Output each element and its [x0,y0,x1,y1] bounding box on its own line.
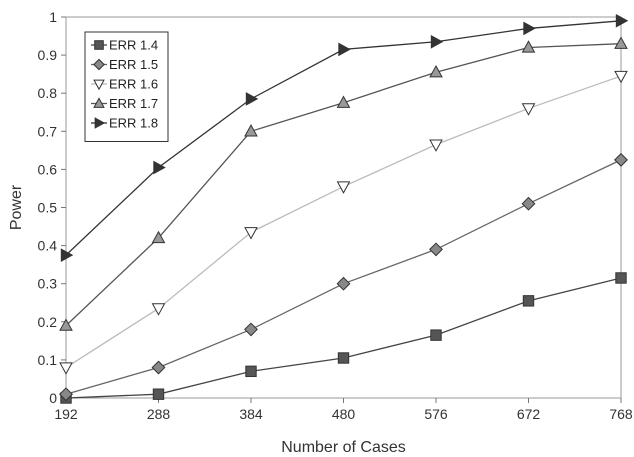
y-tick-label: 0.2 [38,314,58,330]
data-point [59,318,73,331]
data-point [614,36,628,49]
data-point [429,64,443,78]
y-tick-label: 1 [49,9,57,25]
data-point [521,196,536,211]
x-tick-label: 576 [424,406,448,422]
series-err-1-8 [60,13,629,262]
legend-entry: ERR 1.6 [91,77,158,92]
data-point [151,230,166,244]
legend-label: ERR 1.7 [109,96,158,111]
data-point [429,242,443,257]
legend-label: ERR 1.6 [109,77,158,92]
data-point [430,34,444,49]
x-tick-label: 384 [239,406,263,422]
legend: ERR 1.4 ERR 1.5 ERR 1.6 ERR 1.7 ERR 1.8 [84,31,169,142]
data-point [615,272,627,284]
data-point [429,139,443,152]
legend-entry: ERR 1.4 [91,38,158,53]
y-tick-label: 0.4 [38,238,58,254]
x-axis-title: Number of Cases [281,439,406,456]
data-point [521,103,536,116]
legend-label: ERR 1.5 [109,57,158,72]
legend-marker [93,79,105,91]
legend-marker [94,40,104,50]
data-point [336,181,351,194]
y-tick-label: 0.3 [38,276,58,292]
legend-entry: ERR 1.8 [91,116,158,131]
data-point [337,352,350,364]
series-layer [59,13,629,404]
x-tick-label: 288 [147,406,171,422]
data-point [244,322,258,337]
y-axis: 0 0.1 0.2 0.3 0.4 0.5 0.6 0.7 0.8 0.9 1 [38,9,66,406]
data-point [244,227,258,240]
y-tick-label: 0.8 [38,85,58,101]
series-err-1-6 [59,70,628,375]
x-tick-label: 768 [609,406,633,422]
data-point [59,387,73,402]
legend-label: ERR 1.8 [109,116,158,131]
data-point [614,70,628,84]
legend-label: ERR 1.4 [109,38,158,53]
y-axis-title: Power [8,184,25,230]
data-point [430,329,442,341]
data-point [615,13,629,28]
data-point [152,388,165,400]
data-point [614,152,628,167]
legend-entry: ERR 1.5 [91,57,158,72]
y-tick-label: 0.5 [38,200,58,216]
legend-marker [93,58,105,71]
data-point [245,365,257,378]
data-point [522,295,535,307]
y-tick-label: 0 [49,390,57,406]
data-point [244,124,258,137]
legend-marker [93,97,105,108]
legend-entry: ERR 1.7 [91,96,158,111]
data-point [523,21,536,36]
x-tick-label: 192 [54,406,78,422]
legend-marker [94,117,106,129]
data-point [59,362,73,375]
x-axis: 192 288 384 480 576 672 768 [54,398,633,422]
y-tick-label: 0.1 [38,352,58,368]
data-point [336,95,351,108]
data-point [245,92,259,106]
data-point [521,40,536,53]
data-point [336,276,351,291]
y-tick-label: 0.9 [38,47,58,63]
data-point [151,360,166,375]
data-point [338,42,351,57]
x-tick-label: 480 [332,406,356,422]
data-point [60,248,74,262]
x-tick-label: 672 [517,406,541,422]
y-tick-label: 0.6 [38,161,58,177]
y-tick-label: 0.7 [38,123,58,139]
series-err-1-5 [59,152,628,402]
data-point [151,303,166,316]
series-err-1-7 [59,36,628,331]
data-point [153,160,166,175]
